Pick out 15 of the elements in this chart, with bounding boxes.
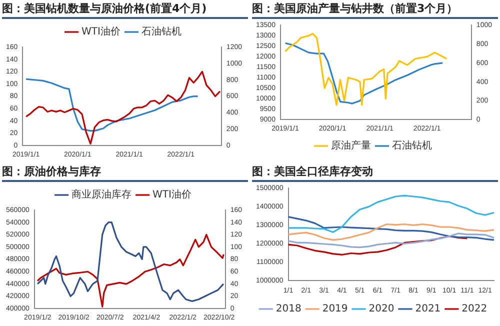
legend-label: 原油产量	[331, 140, 371, 152]
legend-label: WTI油价	[82, 26, 120, 38]
legend-label: 2022	[462, 304, 488, 315]
legend-label: 2019	[322, 304, 348, 315]
legend-label: 2020	[368, 304, 394, 315]
chart-title: 图：原油价格与库存	[2, 163, 248, 182]
legend-label: 石油钻机	[141, 26, 182, 38]
chart-title: 图：美国全口径库存变动	[252, 163, 498, 182]
legend-label: 2018	[276, 304, 302, 315]
legend-label: WTI油价	[152, 188, 192, 201]
legend-label: 商业原油库存	[72, 188, 132, 201]
chart-title: 图：美国原油产量与钻井数（前置3个月）	[252, 0, 498, 19]
legend-label: 2021	[415, 304, 441, 315]
chart-title: 图：美国钻机数量与原油价格(前置4个月)	[2, 0, 248, 19]
legend-label: 石油钻机	[392, 140, 432, 152]
